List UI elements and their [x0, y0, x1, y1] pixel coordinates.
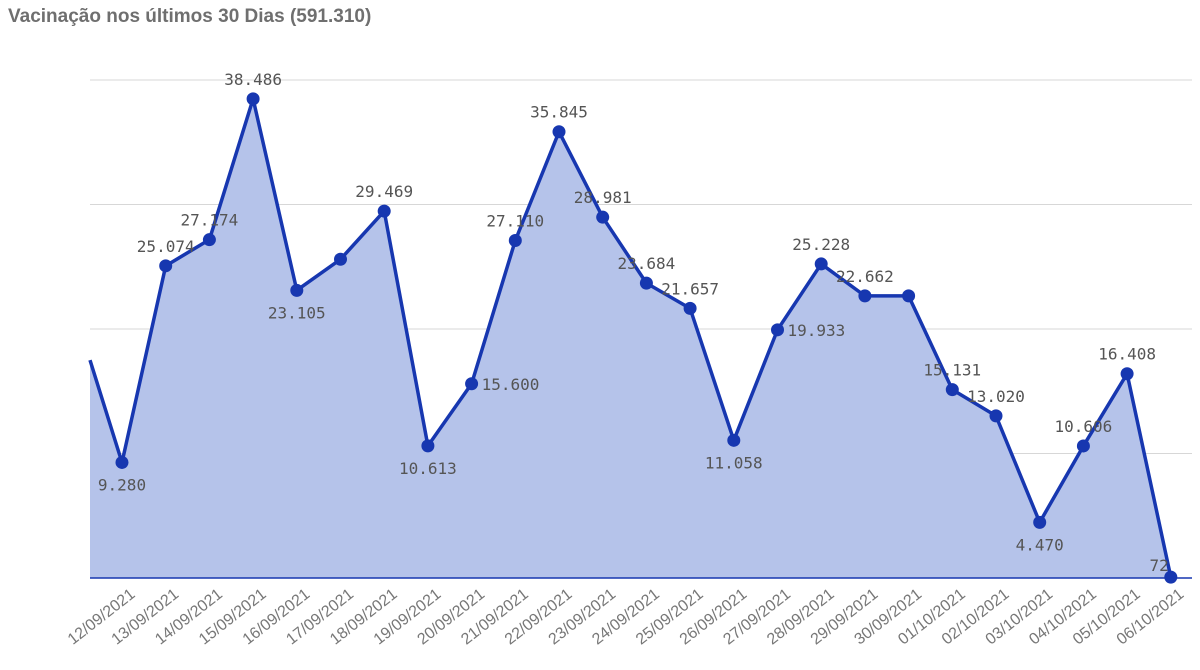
- data-point: [989, 409, 1003, 423]
- data-label: 4.470: [1016, 535, 1064, 554]
- data-point: [552, 125, 566, 139]
- data-label: 38.486: [224, 70, 282, 89]
- data-point: [334, 252, 347, 266]
- data-point: [727, 433, 741, 447]
- data-label: 15.131: [923, 361, 981, 380]
- data-point: [290, 283, 304, 297]
- data-point: [465, 377, 479, 391]
- data-point: [596, 210, 610, 224]
- data-label: 16.408: [1098, 345, 1156, 364]
- data-label: 25.074: [137, 237, 195, 256]
- data-point: [945, 383, 959, 397]
- data-label: 27.174: [181, 211, 239, 230]
- data-label: 27.110: [486, 211, 544, 230]
- data-point: [115, 455, 129, 469]
- data-point: [421, 439, 435, 453]
- data-point: [814, 257, 828, 271]
- data-label: 11.058: [705, 453, 763, 472]
- chart-title: Vacinação nos últimos 30 Dias (591.310): [8, 6, 372, 27]
- data-label: 22.662: [836, 267, 894, 286]
- data-point: [902, 289, 916, 303]
- series-line: [88, 97, 1173, 578]
- data-point: [508, 233, 522, 247]
- data-point: [1076, 439, 1090, 453]
- data-label: 72: [1150, 556, 1169, 575]
- data-point: [858, 289, 872, 303]
- data-point: [683, 301, 697, 315]
- data-label: 10.613: [399, 459, 457, 478]
- data-point: [202, 233, 216, 247]
- area-fill: [90, 98, 1171, 578]
- data-point: [246, 92, 260, 106]
- data-label: 23.105: [268, 303, 326, 322]
- data-label: 13.020: [967, 387, 1025, 406]
- data-point: [639, 276, 653, 290]
- data-point: [771, 323, 784, 337]
- data-label: 21.657: [661, 279, 719, 298]
- data-label: 10.606: [1055, 417, 1113, 436]
- data-point: [1120, 367, 1134, 381]
- data-point: [159, 259, 173, 273]
- data-label: 29.469: [355, 182, 413, 201]
- data-label: 35.845: [530, 103, 588, 122]
- data-label: 9.280: [98, 475, 146, 494]
- data-label: 23.684: [618, 254, 676, 273]
- data-point: [377, 204, 391, 218]
- data-label: 28.981: [574, 188, 632, 207]
- data-label: 25.228: [792, 235, 850, 254]
- data-point: [1164, 570, 1178, 584]
- data-label: 15.600: [482, 375, 540, 394]
- data-point: [1033, 515, 1047, 529]
- data-label: 19.933: [788, 321, 846, 340]
